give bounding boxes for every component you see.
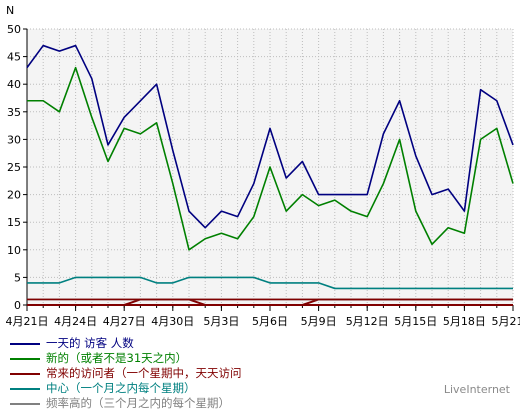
legend-label-core: 中心（一个月之内每个星期） (46, 381, 196, 396)
y-tick-label: 50 (7, 23, 21, 36)
legend-item: 中心（一个月之内每个星期） (10, 381, 370, 396)
y-tick-label: 10 (7, 244, 21, 257)
legend-swatch (10, 343, 40, 345)
x-tick-label: 4月27日 (103, 315, 146, 328)
x-tick-label: 5月12日 (346, 315, 389, 328)
legend-item: 常来的访问者（一个星期中，天天访问 (10, 366, 370, 381)
y-tick-label: 5 (14, 271, 21, 284)
legend-item: 一天的 访客 人数 (10, 336, 370, 351)
x-tick-label: 4月21日 (6, 315, 49, 328)
x-tick-label: 5月6日 (252, 315, 288, 328)
x-tick-label: 5月18日 (443, 315, 486, 328)
legend-item: 频率高的（三个月之内的每个星期） (10, 396, 370, 411)
legend: 一天的 访客 人数 新的（或者不是31天之内） 常来的访问者（一个星期中，天天访… (10, 336, 370, 411)
y-tick-label: 30 (7, 133, 21, 146)
y-axis-label: N (6, 4, 14, 17)
brand-label: LiveInternet (444, 383, 510, 396)
y-tick-label: 0 (14, 299, 21, 312)
y-tick-label: 45 (7, 51, 21, 64)
x-tick-label: 4月24日 (54, 315, 97, 328)
y-tick-label: 20 (7, 189, 21, 202)
x-tick-label: 4月30日 (151, 315, 194, 328)
legend-label-frequent: 频率高的（三个月之内的每个星期） (46, 396, 230, 411)
x-tick-label: 5月15日 (394, 315, 437, 328)
legend-swatch (10, 373, 40, 375)
y-tick-label: 25 (7, 161, 21, 174)
x-tick-label: 5月9日 (301, 315, 337, 328)
y-tick-label: 15 (7, 216, 21, 229)
x-tick-label: 5月21日 (492, 315, 520, 328)
x-tick-label: 5月3日 (203, 315, 239, 328)
legend-swatch (10, 388, 40, 390)
legend-label-new: 新的（或者不是31天之内） (46, 351, 187, 366)
legend-item: 新的（或者不是31天之内） (10, 351, 370, 366)
legend-label-regular: 常来的访问者（一个星期中，天天访问 (46, 366, 242, 381)
y-tick-label: 40 (7, 78, 21, 91)
line-chart: 0 5 10 15 20 25 30 35 40 45 50 N 4月21日 4月24日 4月27日 4月30… (0, 0, 520, 336)
y-tick-label: 35 (7, 106, 21, 119)
legend-label-visitors: 一天的 访客 人数 (46, 336, 134, 351)
legend-swatch (10, 358, 40, 360)
legend-swatch (10, 403, 40, 405)
